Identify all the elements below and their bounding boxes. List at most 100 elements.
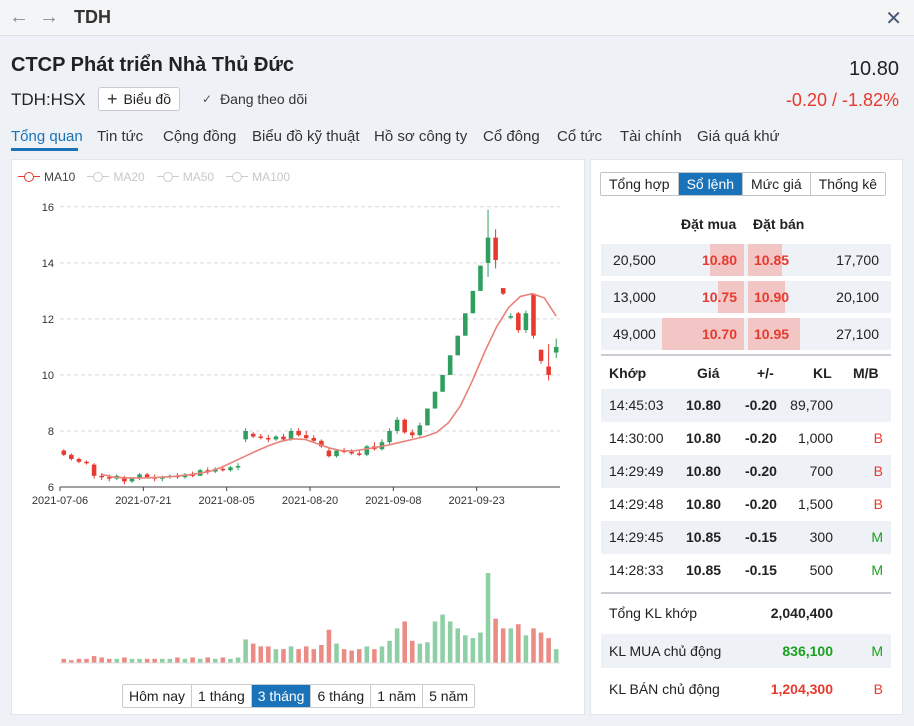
volume-bar xyxy=(319,645,324,663)
tab-order-book[interactable]: Sổ lệnh xyxy=(678,173,744,195)
candle-body xyxy=(394,419,400,431)
tab-company-profile[interactable]: Hồ sơ công ty xyxy=(374,128,468,145)
ma100-label: MA100 xyxy=(252,170,291,184)
volume-bar xyxy=(478,632,483,663)
close-icon[interactable]: ✕ xyxy=(885,8,902,30)
period-1-month[interactable]: 1 tháng xyxy=(192,685,252,707)
price-change: -0.20 / -1.82% xyxy=(785,90,899,110)
ma10-label: MA10 xyxy=(44,170,76,184)
volume-bar xyxy=(129,658,135,663)
candle-body xyxy=(553,346,559,353)
candle-body xyxy=(106,477,112,479)
candle-body xyxy=(266,437,271,440)
trade-price: 10.80 xyxy=(686,397,722,413)
ma20-toggle[interactable]: MA20 xyxy=(87,170,145,184)
candle-body xyxy=(402,419,407,433)
period-6-months[interactable]: 6 tháng xyxy=(311,685,372,707)
follow-toggle[interactable]: ✓ Đang theo dõi xyxy=(202,91,307,107)
check-icon: ✓ xyxy=(202,92,213,106)
candle-body xyxy=(349,451,354,454)
candle-body xyxy=(122,477,127,482)
trade-volume: 1,500 xyxy=(797,496,833,512)
volume-bar xyxy=(440,614,445,663)
volume-bar xyxy=(372,649,377,663)
volume-bar xyxy=(296,649,301,663)
divider xyxy=(601,592,891,594)
trade-row: 14:30:00 10.80 -0.20 1,000 B xyxy=(601,422,891,455)
y-tick-label: 12 xyxy=(42,314,54,326)
period-1-year[interactable]: 1 năm xyxy=(371,685,424,707)
x-tick-label: 2021-08-05 xyxy=(199,495,255,507)
tab-financials[interactable]: Tài chính xyxy=(620,128,682,145)
ma50-label: MA50 xyxy=(182,170,215,184)
trade-change: -0.20 xyxy=(745,463,777,479)
trade-row: 14:29:45 10.85 -0.15 300 M xyxy=(601,521,891,554)
buy-depth-bar xyxy=(662,318,744,350)
trade-volume: 700 xyxy=(809,463,833,479)
volume-bar xyxy=(531,628,536,663)
candle-body xyxy=(508,316,514,318)
candle-body xyxy=(523,313,529,331)
volume-bar xyxy=(99,657,104,663)
period-selector: Hôm nay 1 tháng 3 tháng 6 tháng 1 năm 5 … xyxy=(122,684,476,708)
order-book-row: 13,000 10.75 10.90 20,100 xyxy=(601,281,891,313)
candle-body xyxy=(455,335,460,356)
tab-news[interactable]: Tin tức xyxy=(97,128,144,145)
candle-body xyxy=(76,458,82,462)
forward-arrow-icon[interactable]: → xyxy=(39,6,59,28)
volume-bar xyxy=(546,638,551,663)
trade-side: M xyxy=(871,529,883,545)
candle-body xyxy=(364,446,370,455)
trade-volume: 300 xyxy=(809,529,833,545)
tab-community[interactable]: Cộng đồng xyxy=(163,128,237,145)
volume-bar xyxy=(61,658,67,663)
candle-body xyxy=(250,433,256,437)
chart-button[interactable]: + Biểu đồ xyxy=(98,87,180,111)
follow-label: Đang theo dõi xyxy=(220,91,308,107)
candle-body xyxy=(99,475,104,478)
ma50-toggle[interactable]: MA50 xyxy=(156,170,215,184)
tab-price-levels[interactable]: Mức giá xyxy=(743,173,811,195)
volume-bar xyxy=(356,649,362,663)
ma100-toggle[interactable]: MA100 xyxy=(226,170,290,184)
tab-price-history[interactable]: Giá quá khứ xyxy=(697,128,780,145)
candle-body xyxy=(531,293,536,336)
volume-bar xyxy=(349,650,354,663)
tab-overview[interactable]: Tổng quan xyxy=(11,128,83,145)
period-today[interactable]: Hôm nay xyxy=(123,685,193,707)
trade-time: 14:45:03 xyxy=(609,397,664,413)
tab-summary[interactable]: Tổng hợp xyxy=(601,173,679,195)
volume-bar xyxy=(516,624,521,663)
volume-bar xyxy=(243,639,248,663)
candle-body xyxy=(387,430,392,443)
volume-bar xyxy=(213,658,218,663)
candle-body xyxy=(205,470,210,472)
back-arrow-icon[interactable]: ← xyxy=(9,6,29,28)
volume-bar xyxy=(190,657,195,663)
candle-body xyxy=(425,408,430,426)
y-tick-label: 14 xyxy=(42,258,54,270)
trade-time: 14:29:45 xyxy=(609,529,664,545)
candle-body xyxy=(220,468,226,471)
volume-bar xyxy=(273,649,279,663)
volume-bar xyxy=(144,658,150,663)
trade-row: 14:28:33 10.85 -0.15 500 M xyxy=(601,554,891,587)
tab-shareholders[interactable]: Cổ đông xyxy=(483,128,540,145)
trade-time: 14:29:49 xyxy=(609,463,664,479)
volume-bar xyxy=(197,658,203,663)
tab-statistics[interactable]: Thống kê xyxy=(810,173,886,195)
ma10-toggle[interactable]: MA10 xyxy=(18,170,75,184)
trade-time: 14:28:33 xyxy=(609,562,664,578)
tab-dividends[interactable]: Cổ tức xyxy=(557,128,603,145)
period-5-years[interactable]: 5 năm xyxy=(429,688,469,704)
trade-volume: 89,700 xyxy=(790,397,833,413)
candle-body xyxy=(69,454,74,459)
candle-body xyxy=(356,453,362,455)
buy-depth-bar xyxy=(718,281,744,313)
volume-bar xyxy=(326,629,332,663)
period-3-months[interactable]: 3 tháng xyxy=(251,685,312,707)
y-tick-label: 6 xyxy=(48,482,54,494)
candle-body xyxy=(235,465,241,468)
tab-technical-chart[interactable]: Biểu đồ kỹ thuật xyxy=(252,128,360,145)
sell-header: Đặt bán xyxy=(753,216,805,232)
